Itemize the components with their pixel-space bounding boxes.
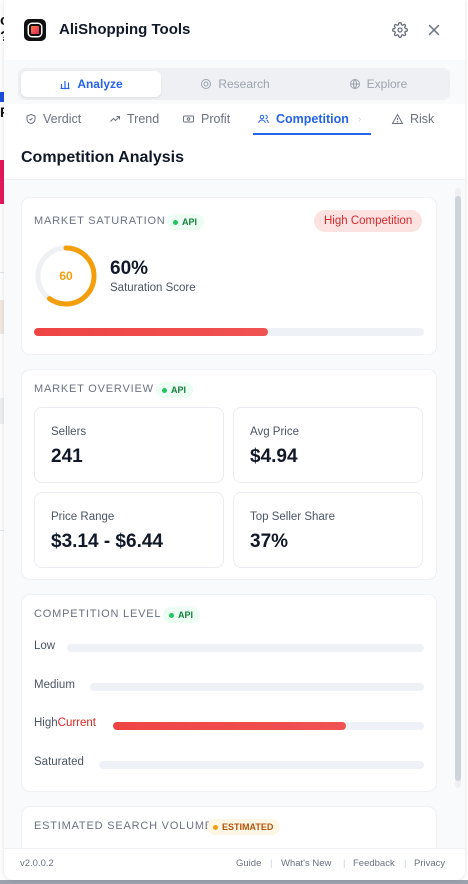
level-bar-medium: [90, 683, 424, 691]
level-bar-high: [113, 722, 424, 730]
section-title: Competition Analysis: [21, 149, 184, 166]
background-accent-bar: [0, 160, 4, 204]
level-label-low: Low: [34, 640, 56, 652]
background-bottom-strip: [0, 880, 468, 884]
section-header: Competition Analysis: [4, 136, 465, 180]
market-overview-card: MARKET OVERVIEW API Sellers 241 Avg Pric…: [22, 370, 436, 579]
level-bar-saturated: [99, 761, 424, 769]
stat-value: $4.94: [250, 446, 298, 467]
api-badge: API: [163, 607, 201, 623]
saturation-bar-fill: [34, 328, 268, 336]
competition-level-label: COMPETITION LEVEL: [34, 608, 162, 620]
tab-analyze[interactable]: Analyze: [21, 71, 161, 97]
tab-profit-label: Profit: [201, 112, 231, 126]
level-bar-fill: [113, 722, 347, 730]
bar-chart-icon: [60, 81, 70, 90]
level-label-high: HighCurrent: [34, 717, 96, 729]
stat-value: $3.14 - $6.44: [51, 531, 163, 552]
trend-up-icon: [110, 116, 120, 122]
footer-separator: |: [270, 858, 273, 869]
search-volume-label: ESTIMATED SEARCH VOLUME: [34, 820, 213, 832]
banknote-icon: [183, 115, 194, 123]
app-logo: [24, 19, 46, 41]
market-overview-label: MARKET OVERVIEW: [34, 383, 154, 395]
market-saturation-label: MARKET SATURATION: [34, 215, 166, 227]
extension-panel: AliShopping Tools Analyze Research Explo…: [4, 0, 465, 880]
market-saturation-card: MARKET SATURATION API High Competition 6…: [22, 198, 436, 354]
footer-separator: |: [404, 858, 407, 869]
tab-trend-label: Trend: [127, 112, 160, 126]
level-label-medium: Medium: [34, 679, 75, 691]
stat-top-seller-share: Top Seller Share 37%: [233, 492, 423, 568]
tab-verdict[interactable]: Verdict: [25, 104, 81, 134]
scrollbar-thumb[interactable]: [455, 196, 461, 781]
saturation-score: 60%: [110, 258, 149, 279]
background-block: [0, 398, 4, 424]
users-icon: [258, 114, 269, 124]
footer-link-whats-new[interactable]: What's New: [281, 858, 332, 869]
app-title: AliShopping Tools: [59, 21, 191, 38]
saturation-ring-value: 60: [59, 269, 73, 283]
footer-link-privacy[interactable]: Privacy: [414, 858, 446, 869]
tab-explore-label: Explore: [366, 77, 408, 91]
competition-level-badge: High Competition: [314, 210, 423, 232]
mode-tab-bar: Analyze Research Explore: [18, 68, 450, 100]
stat-label: Sellers: [51, 426, 87, 438]
footer-link-feedback[interactable]: Feedback: [353, 858, 395, 869]
tab-research[interactable]: Research: [165, 71, 305, 97]
tab-risk[interactable]: Risk: [391, 104, 434, 134]
stat-label: Avg Price: [250, 426, 300, 438]
footer-separator: |: [343, 858, 346, 869]
stat-price-range: Price Range $3.14 - $6.44: [34, 492, 224, 568]
target-icon: [201, 79, 212, 89]
api-badge-label: API: [171, 385, 187, 395]
saturation-ring: [35, 245, 97, 307]
saturation-score-caption: Saturation Score: [110, 282, 196, 294]
api-badge-label: API: [182, 217, 198, 227]
api-badge: API: [167, 214, 205, 230]
tab-explore[interactable]: Explore: [308, 71, 448, 97]
level-bar-low: [67, 644, 424, 652]
stat-label: Top Seller Share: [250, 511, 336, 523]
tab-competition[interactable]: Competition: [257, 104, 349, 134]
stat-value: 37%: [250, 531, 289, 552]
tab-risk-label: Risk: [410, 112, 435, 126]
stat-sellers: Sellers 241: [34, 407, 224, 483]
background-divider: [0, 530, 4, 531]
active-tab-underline: [253, 133, 371, 135]
tab-analyze-label: Analyze: [77, 77, 123, 91]
background-divider: [0, 272, 4, 273]
tab-trend[interactable]: Trend: [109, 104, 159, 134]
stat-value: 241: [51, 446, 83, 467]
stat-avg-price: Avg Price $4.94: [233, 407, 423, 483]
estimated-badge-label: ESTIMATED: [222, 822, 274, 832]
close-icon[interactable]: [425, 21, 443, 39]
panel-footer: v2.0.0.2 Guide | What's New | Feedback |…: [4, 848, 465, 880]
api-badge-label: API: [178, 610, 194, 620]
current-level-tag: Current: [57, 717, 97, 729]
alert-triangle-icon: [391, 113, 404, 124]
background-link-fragment: [0, 92, 4, 102]
footer-link-guide[interactable]: Guide: [236, 858, 262, 869]
globe-icon: [349, 78, 360, 90]
level-label-saturated: Saturated: [34, 756, 84, 768]
tab-competition-label: Competition: [276, 112, 349, 126]
version-label: v2.0.0.2: [20, 858, 54, 869]
tab-verdict-label: Verdict: [43, 112, 82, 126]
saturation-bar: [34, 328, 424, 336]
tab-research-label: Research: [218, 77, 270, 91]
stat-label: Price Range: [51, 511, 115, 523]
background-block: [0, 300, 4, 334]
analysis-tab-bar: Verdict Trend Profit Competition › Risk: [4, 104, 465, 136]
tab-profit[interactable]: Profit: [182, 104, 230, 134]
tab-scroll-chevron[interactable]: ›: [358, 113, 362, 125]
shield-check-icon: [26, 113, 36, 125]
level-label-high-text: High: [34, 717, 58, 729]
competition-level-card: COMPETITION LEVEL API Low Medium HighCur…: [22, 595, 436, 791]
panel-header: AliShopping Tools: [4, 0, 465, 60]
estimated-badge: ESTIMATED: [207, 819, 281, 835]
api-badge: API: [156, 382, 194, 398]
gear-icon[interactable]: [392, 22, 408, 38]
